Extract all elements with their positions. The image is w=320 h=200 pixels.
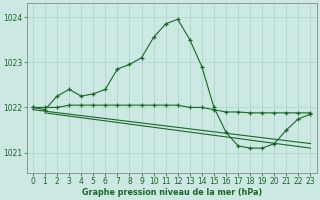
X-axis label: Graphe pression niveau de la mer (hPa): Graphe pression niveau de la mer (hPa) [82,188,262,197]
